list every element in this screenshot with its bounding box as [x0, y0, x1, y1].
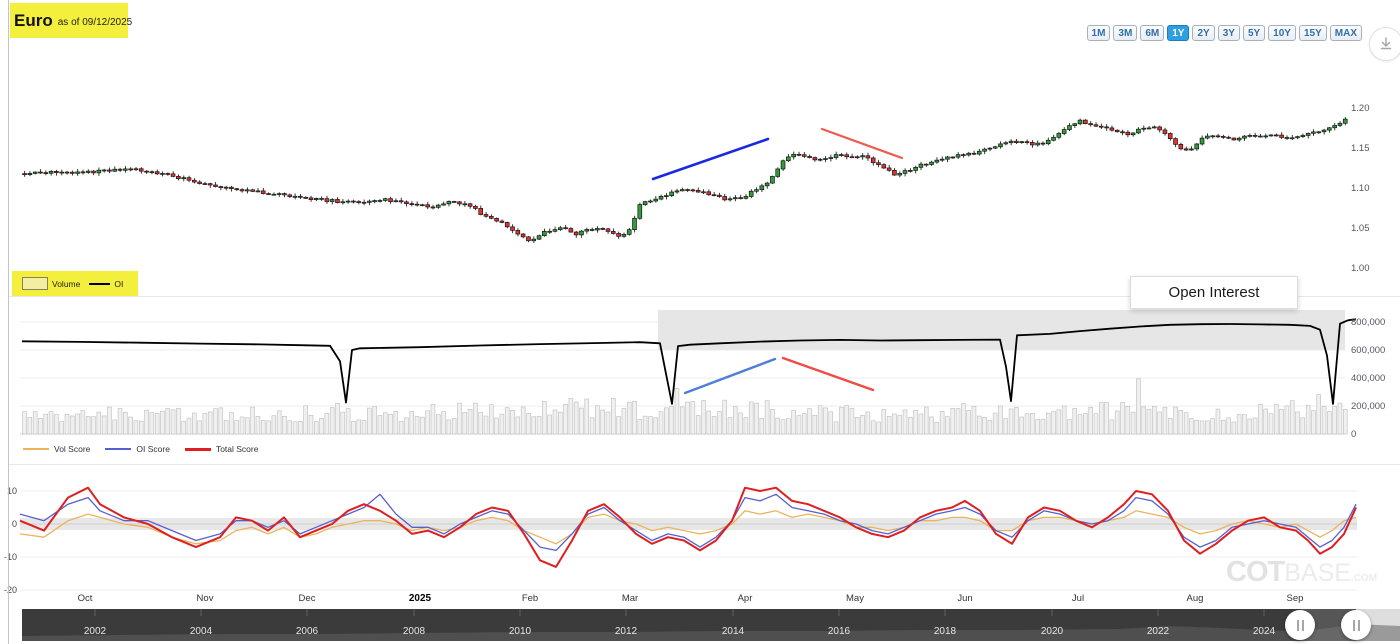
legend-label: OI Score [136, 444, 170, 454]
svg-text:May: May [846, 593, 864, 604]
svg-text:2022: 2022 [1147, 626, 1170, 637]
svg-text:2012: 2012 [615, 626, 638, 637]
navigator-year-labels: 2002 2004 2006 2008 2010 2012 2014 2016 2018 2020… [84, 626, 1276, 637]
svg-text:2016: 2016 [828, 626, 851, 637]
svg-text:Sep: Sep [1287, 593, 1304, 604]
navigator-handle-right[interactable] [1341, 610, 1371, 640]
watermark-cot: COT [1226, 556, 1285, 588]
svg-text:600,000: 600,000 [1351, 345, 1385, 356]
svg-text:0: 0 [12, 519, 17, 529]
total-score-line [19, 486, 1357, 568]
svg-text:2025: 2025 [409, 593, 432, 604]
navigator[interactable] [22, 609, 1400, 641]
volume-oi-legend: Volume OI [12, 271, 138, 296]
svg-text:800,000: 800,000 [1351, 317, 1385, 328]
download-icon [1380, 37, 1392, 50]
cotbase-watermark: COT BASE .COM [1226, 556, 1377, 589]
oi-swatch[interactable] [89, 282, 111, 285]
svg-text:Dec: Dec [299, 593, 316, 604]
score-y-axis-labels: 10 0 -10 -20 [4, 486, 17, 595]
svg-text:400,000: 400,000 [1351, 373, 1385, 384]
volume-legend-label[interactable]: Volume [52, 278, 81, 289]
svg-text:Feb: Feb [522, 593, 538, 604]
range-button-1m[interactable]: 1M [1086, 25, 1111, 41]
price-y-axis-labels: 1.20 1.15 1.10 1.05 1.00 [1351, 103, 1370, 274]
navigator-ticks [94, 609, 1265, 616]
legend-label: Total Score [215, 444, 259, 454]
legend-item-vol-score[interactable]: Vol Score [23, 444, 90, 454]
svg-text:-10: -10 [4, 552, 17, 562]
oi-y-axis-labels: 800,000 600,000 400,000 200,000 0 [1351, 317, 1385, 440]
svg-text:2020: 2020 [1041, 626, 1064, 637]
svg-text:Nov: Nov [197, 593, 214, 604]
oi-line-series [21, 318, 1357, 405]
svg-text:Apr: Apr [738, 593, 753, 604]
svg-text:2014: 2014 [722, 626, 745, 637]
month-axis-labels: Oct Nov Dec 2025 Feb Mar Apr May Jun Jul Aug Sep [78, 593, 1304, 604]
svg-text:Jul: Jul [1072, 593, 1084, 604]
legend-item-total-score[interactable]: Total Score [184, 444, 259, 454]
navigator-handle-left[interactable] [1285, 610, 1315, 640]
range-button-15y[interactable]: 15Y [1298, 25, 1327, 41]
svg-text:10: 10 [7, 486, 17, 496]
left-rule [8, 0, 9, 644]
svg-text:1.00: 1.00 [1351, 263, 1370, 274]
watermark-base: BASE [1284, 559, 1351, 587]
svg-text:Mar: Mar [622, 593, 638, 604]
svg-text:0: 0 [1351, 429, 1356, 440]
oi-legend-label[interactable]: OI [114, 278, 124, 289]
svg-text:-20: -20 [4, 585, 17, 595]
svg-text:Aug: Aug [1187, 593, 1204, 604]
svg-text:200,000: 200,000 [1351, 401, 1385, 412]
svg-text:2024: 2024 [1253, 626, 1276, 637]
svg-text:Jun: Jun [957, 593, 972, 604]
legend-swatch [105, 448, 132, 450]
volume-swatch[interactable] [22, 277, 48, 290]
volume-series [22, 378, 1348, 435]
svg-text:Oct: Oct [78, 593, 93, 604]
candlestick-series [22, 117, 1348, 243]
svg-text:2008: 2008 [403, 626, 426, 637]
range-button-2y[interactable]: 2Y [1192, 25, 1215, 41]
range-button-6m[interactable]: 6M [1140, 25, 1165, 41]
svg-text:1.15: 1.15 [1351, 143, 1370, 154]
range-button-1y[interactable]: 1Y [1167, 25, 1190, 41]
as-of-date: as of 09/12/2025 [57, 17, 133, 28]
chart-title-block: Euro as of 09/12/2025 [10, 3, 132, 38]
legend-swatch [184, 447, 211, 451]
legend-label: Vol Score [54, 444, 91, 454]
open-interest-label: Open Interest [1130, 276, 1298, 309]
page-title: Euro [14, 10, 53, 30]
range-button-5y[interactable]: 5Y [1242, 25, 1266, 41]
range-button-3y[interactable]: 3Y [1217, 25, 1240, 41]
price-bearish-trendline [820, 127, 904, 160]
range-selector: 1M 3M 6M 1Y 2Y 3Y 5Y 10Y 15Y MAX [1086, 25, 1362, 41]
score-gridlines [20, 490, 1357, 591]
svg-text:2010: 2010 [509, 626, 532, 637]
range-button-max[interactable]: MAX [1329, 25, 1362, 41]
download-button[interactable] [1369, 27, 1400, 61]
svg-text:1.20: 1.20 [1351, 103, 1370, 114]
range-button-10y[interactable]: 10Y [1268, 25, 1296, 41]
navigator-series [22, 624, 1400, 641]
svg-text:1.10: 1.10 [1351, 183, 1370, 194]
svg-text:2002: 2002 [84, 626, 107, 637]
svg-text:1.05: 1.05 [1351, 223, 1370, 234]
vol-score-line [19, 510, 1357, 545]
svg-text:2018: 2018 [934, 626, 957, 637]
svg-text:2006: 2006 [296, 626, 319, 637]
score-legend: Vol Score OI Score Total Score [23, 444, 258, 454]
oi-bearish-trendline [781, 356, 875, 392]
oi-bullish-trendline [683, 357, 777, 395]
svg-text:2004: 2004 [190, 626, 213, 637]
legend-item-oi-score[interactable]: OI Score [105, 444, 170, 454]
range-button-3m[interactable]: 3M [1113, 25, 1138, 41]
watermark-com: .COM [1350, 573, 1378, 584]
price-bullish-trendline [651, 137, 770, 181]
legend-swatch [23, 448, 49, 450]
